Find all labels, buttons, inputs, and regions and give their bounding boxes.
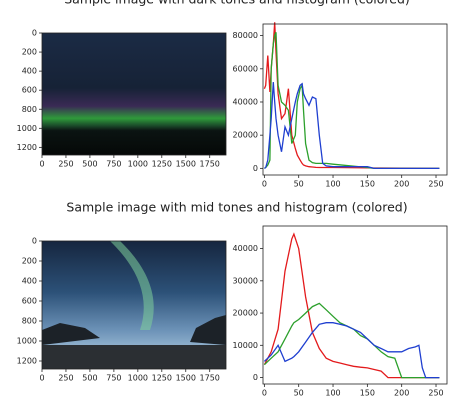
x-tick-label: 0 bbox=[262, 180, 267, 189]
row-title: Sample image with mid tones and histogra… bbox=[66, 200, 407, 215]
y-tick-label: 1200 bbox=[17, 143, 37, 152]
axes-frame bbox=[262, 225, 448, 385]
y-tick-label: 60000 bbox=[233, 64, 258, 73]
y-tick-label: 200 bbox=[22, 48, 37, 57]
row-title: Sample image with dark tones and histogr… bbox=[64, 0, 410, 7]
x-tick-label: 200 bbox=[394, 180, 409, 189]
x-tick-label: 250 bbox=[58, 160, 73, 169]
axes-frame bbox=[41, 32, 227, 156]
histogram-line bbox=[264, 82, 440, 170]
x-tick-label: 1500 bbox=[176, 160, 196, 169]
x-tick-label: 250 bbox=[428, 180, 443, 189]
x-tick-label: 1000 bbox=[128, 374, 148, 383]
y-tick-label: 400 bbox=[22, 277, 37, 286]
y-tick-label: 1200 bbox=[17, 357, 37, 366]
x-tick-label: 250 bbox=[428, 389, 443, 398]
y-tick-label: 0 bbox=[253, 373, 258, 382]
y-tick-label: 0 bbox=[253, 164, 258, 173]
y-tick-label: 600 bbox=[22, 86, 37, 95]
y-tick-label: 20000 bbox=[233, 131, 258, 140]
y-tick-label: 10000 bbox=[233, 341, 258, 350]
y-tick-label: 400 bbox=[22, 67, 37, 76]
histogram-line bbox=[263, 22, 440, 170]
x-tick-label: 1250 bbox=[152, 160, 172, 169]
x-tick-label: 1000 bbox=[128, 160, 148, 169]
x-tick-label: 150 bbox=[360, 180, 375, 189]
y-tick-label: 0 bbox=[32, 237, 37, 246]
image-content bbox=[42, 241, 226, 369]
x-tick-label: 0 bbox=[262, 389, 267, 398]
y-tick-label: 1000 bbox=[17, 124, 37, 133]
x-tick-label: 50 bbox=[294, 180, 304, 189]
x-tick-label: 1250 bbox=[152, 374, 172, 383]
y-tick-label: 30000 bbox=[233, 276, 258, 285]
axes-frame bbox=[262, 23, 448, 176]
x-tick-label: 150 bbox=[360, 389, 375, 398]
x-tick-label: 250 bbox=[58, 374, 73, 383]
x-tick-label: 200 bbox=[394, 389, 409, 398]
histogram-line bbox=[263, 232, 440, 379]
y-tick-label: 1000 bbox=[17, 337, 37, 346]
x-tick-label: 50 bbox=[294, 389, 304, 398]
y-tick-label: 20000 bbox=[233, 309, 258, 318]
image-content bbox=[42, 33, 226, 155]
y-tick-label: 200 bbox=[22, 257, 37, 266]
x-tick-label: 500 bbox=[82, 374, 97, 383]
y-tick-label: 80000 bbox=[233, 31, 258, 40]
x-tick-label: 1750 bbox=[200, 374, 220, 383]
x-tick-label: 500 bbox=[82, 160, 97, 169]
y-tick-label: 0 bbox=[32, 29, 37, 38]
x-tick-label: 1750 bbox=[200, 160, 220, 169]
y-tick-label: 800 bbox=[22, 105, 37, 114]
y-tick-label: 600 bbox=[22, 297, 37, 306]
x-tick-label: 1500 bbox=[176, 374, 196, 383]
y-tick-label: 40000 bbox=[233, 97, 258, 106]
histogram-line bbox=[264, 32, 440, 170]
x-tick-label: 0 bbox=[39, 374, 44, 383]
x-tick-label: 100 bbox=[325, 389, 340, 398]
x-tick-label: 750 bbox=[106, 160, 121, 169]
x-tick-label: 0 bbox=[39, 160, 44, 169]
histogram-line bbox=[263, 322, 440, 379]
x-tick-label: 750 bbox=[106, 374, 121, 383]
axes-frame bbox=[41, 240, 227, 370]
x-tick-label: 100 bbox=[325, 180, 340, 189]
y-tick-label: 40000 bbox=[233, 244, 258, 253]
y-tick-label: 800 bbox=[22, 317, 37, 326]
